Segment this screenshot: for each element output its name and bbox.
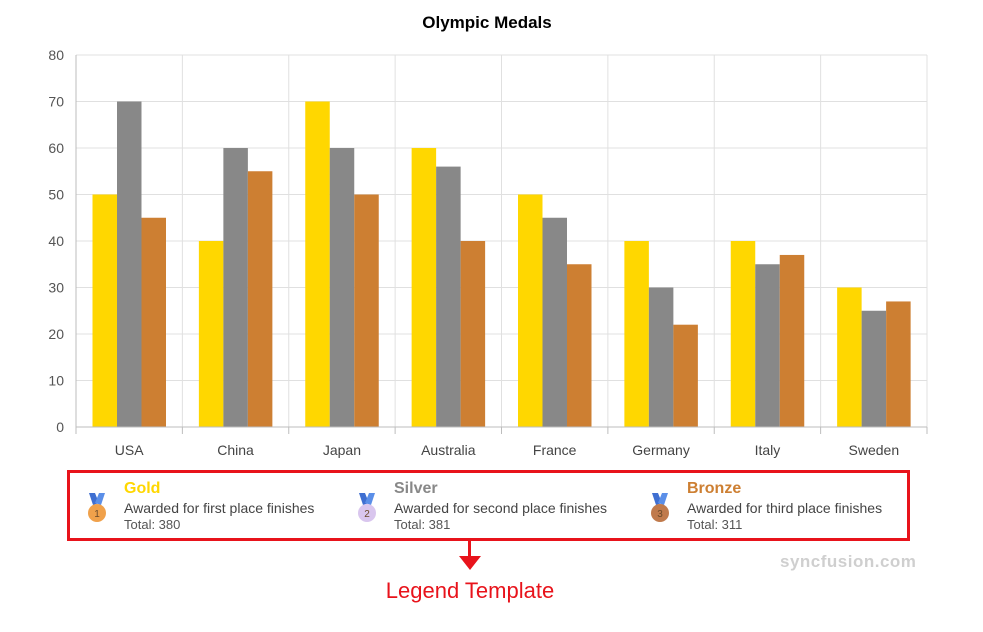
bar-bronze-usa: [141, 217, 166, 427]
chart-title: Olympic Medals: [422, 13, 551, 32]
gold-medal-icon: 1: [88, 493, 106, 522]
x-tick-label: USA: [115, 442, 144, 458]
bar-gold-france: [518, 194, 543, 427]
x-tick-label: France: [533, 442, 577, 458]
callout-arrow-icon: [459, 556, 481, 570]
x-tick-label: Italy: [755, 442, 781, 458]
bar-silver-china: [223, 148, 248, 427]
bar-gold-italy: [730, 241, 756, 427]
chart: Olympic Medals 0 10 20 30 40 50 60 70 80 USA China…: [48, 13, 928, 458]
bar-gold-china: [198, 241, 224, 427]
bar-silver-italy: [755, 264, 780, 427]
x-tick-label: Germany: [632, 442, 690, 458]
y-tick-label: 10: [48, 373, 64, 389]
legend-item-gold[interactable]: 1 Gold Awarded for first place finishes …: [84, 479, 344, 539]
medal-number: 3: [657, 509, 663, 520]
medal-disc: [651, 504, 669, 522]
callout-label: Legend Template: [385, 578, 555, 603]
bar-silver-japan: [329, 148, 355, 427]
bar-bronze-france: [567, 264, 592, 427]
y-tick-label: 0: [56, 419, 64, 435]
bar-gold-usa: [92, 194, 117, 427]
callout-arrow-stem: [468, 541, 471, 557]
bar-bronze-australia: [460, 241, 486, 427]
y-tick-label: 80: [48, 47, 64, 63]
bar-gold-sweden: [837, 287, 862, 427]
bar-silver-usa: [117, 101, 142, 427]
x-tick-label: Japan: [323, 442, 361, 458]
y-tick-label: 50: [48, 187, 64, 203]
bar-bronze-china: [247, 171, 273, 427]
bar-silver-germany: [648, 287, 674, 427]
bar-gold-germany: [624, 241, 649, 427]
y-tick-label: 70: [48, 94, 64, 110]
legend-description: Awarded for second place finishes: [394, 500, 607, 516]
legend-name: Bronze: [687, 480, 742, 497]
x-tick-label: China: [217, 442, 254, 458]
legend-template-box: 1 Gold Awarded for first place finishes …: [67, 470, 910, 541]
bar-bronze-sweden: [886, 301, 911, 427]
legend-name: Silver: [394, 480, 438, 497]
medal-ribbon-right: [95, 493, 105, 505]
medal-disc: [88, 504, 106, 522]
bar-bronze-japan: [354, 194, 379, 427]
bar-silver-sweden: [861, 310, 887, 427]
bronze-medal-icon: 3: [651, 493, 669, 522]
watermark: syncfusion.com: [780, 552, 917, 571]
y-tick-label: 20: [48, 326, 64, 342]
bar-silver-australia: [436, 166, 461, 427]
medal-number: 2: [364, 509, 370, 520]
x-tick-label: Australia: [421, 442, 476, 458]
medal-ribbon-right: [658, 493, 668, 505]
y-tick-label: 30: [48, 280, 64, 296]
bar-bronze-germany: [673, 324, 698, 427]
legend-total: Total: 311: [687, 517, 743, 532]
bar-gold-japan: [305, 101, 330, 427]
silver-medal-icon: 2: [358, 493, 376, 522]
legend-description: Awarded for first place finishes: [124, 500, 315, 516]
y-tick-label: 60: [48, 140, 64, 156]
x-tick-label: Sweden: [849, 442, 900, 458]
legend-name: Gold: [124, 480, 161, 497]
bar-bronze-italy: [779, 254, 805, 427]
bar-gold-australia: [411, 148, 437, 427]
legend-description: Awarded for third place finishes: [687, 500, 883, 516]
legend-item-bronze[interactable]: 3 Bronze Awarded for third place finishe…: [647, 479, 907, 539]
bar-silver-france: [542, 217, 567, 427]
y-tick-label: 40: [48, 233, 64, 249]
medal-number: 1: [94, 509, 100, 520]
medal-ribbon-right: [365, 493, 375, 505]
legend-total: Total: 381: [394, 517, 451, 532]
legend-total: Total: 380: [124, 517, 181, 532]
medal-disc: [358, 504, 376, 522]
legend-item-silver[interactable]: 2 Silver Awarded for second place finish…: [354, 479, 624, 539]
